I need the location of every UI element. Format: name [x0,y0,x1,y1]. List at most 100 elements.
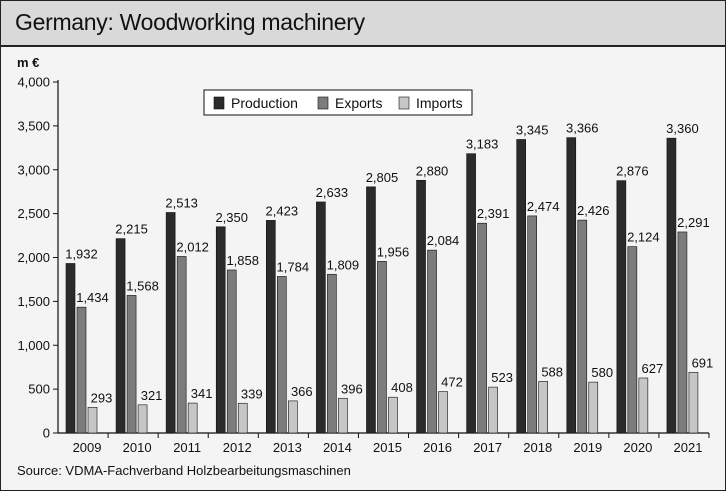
imports-bar [488,386,498,434]
y-tick-label: 3,000 [17,162,50,177]
imports-bar [87,406,98,434]
imports-bar [688,372,699,434]
imports-value-label: 321 [141,388,163,403]
production-value-label: 2,350 [215,210,248,225]
x-tick-label: 2019 [573,440,602,455]
imports-bar [388,396,398,434]
imports-bar [137,404,148,434]
production-bar [616,180,627,434]
production-bar [516,139,526,434]
exports-value-label: 2,426 [577,203,610,218]
y-tick-label: 2,500 [17,206,50,221]
imports-value-label: 366 [291,384,313,399]
x-tick-label: 2018 [523,440,552,455]
production-bar [366,186,376,434]
legend-label-imports: Imports [416,95,463,111]
exports-bar [377,261,387,434]
imports-bar [288,400,298,434]
production-value-label: 2,633 [316,185,349,200]
imports-bar [638,377,649,434]
production-value-label: 3,183 [466,137,499,152]
exports-bar [577,219,588,434]
x-tick-label: 2017 [473,440,502,455]
production-bar [566,137,577,434]
exports-bar [126,295,137,434]
exports-value-label: 2,012 [176,239,209,254]
imports-bar [588,381,599,434]
x-tick-label: 2016 [423,440,452,455]
imports-value-label: 408 [391,380,413,395]
exports-bar [627,246,638,434]
production-bar [416,179,426,434]
exports-bar [76,306,87,434]
y-tick-label: 1,000 [17,338,50,353]
y-tick-label: 0 [43,426,50,441]
production-bar [165,212,176,434]
production-bar [115,238,126,434]
exports-value-label: 1,809 [327,257,360,272]
imports-value-label: 293 [91,390,113,405]
production-value-label: 1,932 [65,246,98,261]
exports-value-label: 1,784 [277,259,310,274]
production-value-label: 3,360 [666,121,699,136]
imports-value-label: 341 [191,386,213,401]
x-tick-label: 2009 [73,440,102,455]
exports-bar [677,231,688,434]
imports-value-label: 396 [341,381,363,396]
y-tick-label: 3,500 [17,118,50,133]
exports-value-label: 1,956 [377,244,410,259]
exports-bar [427,249,437,434]
exports-bar [477,222,487,434]
exports-bar [226,269,237,434]
production-value-label: 2,876 [616,164,649,179]
exports-bar [327,273,337,434]
exports-bar [527,215,537,434]
exports-bar [176,256,187,434]
exports-bar [277,276,287,434]
legend-label-production: Production [231,95,298,111]
imports-value-label: 472 [441,375,463,390]
imports-value-label: 580 [591,365,613,380]
exports-value-label: 2,291 [677,215,710,230]
production-bar [215,226,226,434]
production-bar [466,153,476,434]
chart-title: Germany: Woodworking machinery [15,9,365,35]
production-value-label: 2,423 [266,203,299,218]
y-axis-unit-label: m € [17,55,39,70]
production-value-label: 2,513 [165,195,198,210]
x-tick-label: 2013 [273,440,302,455]
legend-swatch-exports [317,96,329,110]
y-tick-label: 1,500 [17,294,50,309]
x-tick-label: 2011 [173,440,201,455]
exports-value-label: 2,124 [627,230,660,245]
chart-axes: 0 500 1,000 1,500 2,000 2,500 3,000 3,500 4,000 2… [17,75,710,455]
imports-value-label: 339 [241,386,263,401]
chart-bars: 1,932 1,434 293 2,215 1,568 321 2,513 2,012 341 2… [65,121,713,434]
imports-bar [187,402,198,434]
legend-swatch-imports [398,96,410,110]
legend-label-exports: Exports [335,95,382,111]
production-value-label: 3,366 [566,121,599,136]
imports-value-label: 588 [541,364,563,379]
exports-value-label: 1,858 [226,253,259,268]
production-bar [316,201,326,434]
imports-bar [538,381,548,434]
exports-value-label: 2,084 [427,233,460,248]
x-tick-label: 2021 [674,440,703,455]
imports-bar [438,391,448,434]
source-note: Source: VDMA-Fachverband Holzbearbeitung… [17,463,351,478]
production-value-label: 2,880 [416,163,449,178]
y-tick-label: 2,000 [17,250,50,265]
x-tick-label: 2014 [323,440,352,455]
x-tick-label: 2010 [123,440,152,455]
imports-bar [237,402,248,434]
x-tick-label: 2020 [623,440,652,455]
chart-legend: Production Exports Imports [203,89,473,116]
x-tick-label: 2015 [373,440,402,455]
production-value-label: 2,215 [115,222,148,237]
legend-box [203,89,473,116]
exports-value-label: 1,434 [76,290,109,305]
production-bar [666,137,677,434]
